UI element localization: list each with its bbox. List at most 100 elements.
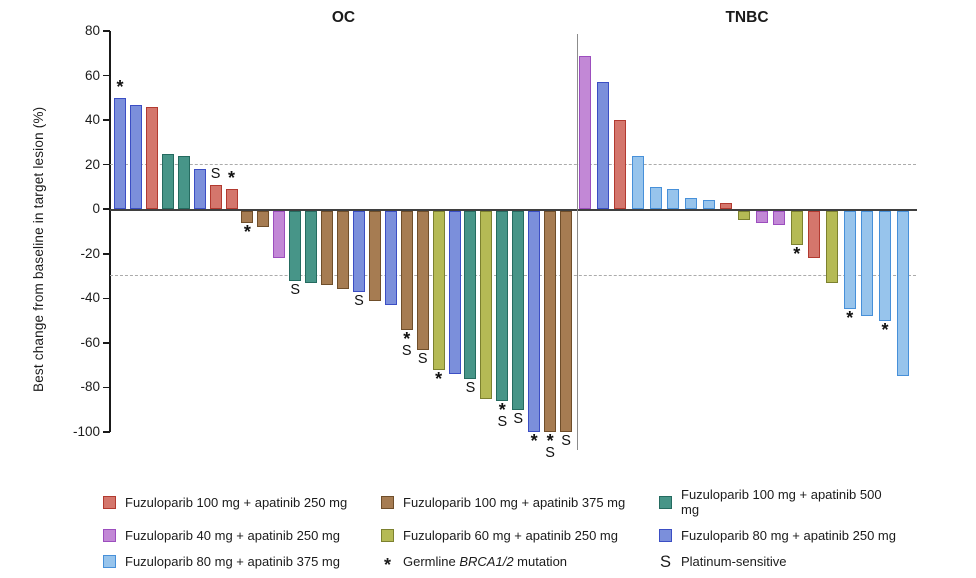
legend-swatch bbox=[381, 495, 394, 509]
legend-swatch bbox=[381, 529, 394, 542]
bar bbox=[614, 120, 627, 210]
bar bbox=[321, 210, 334, 285]
bar-marks: * bbox=[428, 368, 450, 389]
bar bbox=[496, 210, 509, 401]
y-axis-title: Best change from baseline in target lesi… bbox=[31, 106, 46, 392]
bar bbox=[737, 210, 750, 221]
legend-swatch bbox=[103, 555, 116, 568]
bar bbox=[649, 186, 662, 210]
y-axis-tick bbox=[103, 74, 110, 77]
legend-label: Platinum-sensitive bbox=[681, 554, 787, 569]
bar-marks: * bbox=[236, 221, 258, 242]
bar bbox=[416, 210, 429, 350]
legend-label: Fuzuloparib 100 mg + apatinib 375 mg bbox=[403, 494, 626, 510]
bar-marks: S bbox=[348, 292, 370, 309]
legend-item-fuz80_apa375: Fuzuloparib 80 mg + apatinib 375 mg bbox=[103, 554, 381, 569]
bar bbox=[209, 184, 222, 210]
bar bbox=[528, 210, 541, 432]
y-tick-label: -80 bbox=[80, 379, 100, 395]
panel-title-oc: OC bbox=[331, 9, 356, 26]
brca-mutation-mark: * bbox=[498, 399, 506, 420]
bar-marks: S bbox=[284, 281, 306, 298]
platinum-sensitive-mark: S bbox=[465, 379, 476, 396]
bar bbox=[843, 210, 856, 310]
bar bbox=[384, 210, 397, 305]
bar bbox=[560, 210, 573, 432]
y-tick-label: -60 bbox=[80, 334, 100, 350]
bar-marks: * S bbox=[491, 399, 513, 429]
legend-item-platinum-sensitive: S Platinum-sensitive bbox=[659, 552, 903, 571]
y-axis-tick bbox=[103, 208, 110, 210]
y-axis-tick bbox=[103, 431, 110, 433]
bar bbox=[114, 97, 126, 210]
bar bbox=[145, 106, 158, 210]
s-mark: S bbox=[659, 552, 671, 571]
bar bbox=[631, 155, 644, 210]
bar bbox=[368, 210, 381, 301]
platinum-sensitive-mark: S bbox=[417, 350, 428, 367]
platinum-sensitive-mark: S bbox=[513, 410, 524, 427]
panel-separator bbox=[576, 34, 578, 450]
y-tick-label: 60 bbox=[84, 67, 100, 83]
bar bbox=[129, 104, 142, 210]
legend-item-fuz100_apa250: Fuzuloparib 100 mg + apatinib 250 mg bbox=[103, 495, 381, 510]
asterisk-mark: * bbox=[383, 554, 391, 575]
bar bbox=[720, 202, 733, 210]
bar bbox=[579, 55, 591, 210]
bar-marks: * S bbox=[396, 328, 418, 359]
bar bbox=[684, 198, 697, 210]
brca-mutation-mark: * bbox=[243, 221, 251, 242]
platinum-sensitive-mark: S bbox=[290, 281, 301, 298]
bar bbox=[273, 210, 286, 259]
legend-label: Fuzuloparib 60 mg + apatinib 250 mg bbox=[403, 528, 618, 543]
plot-area: 80 60 40 20 0 -20 -40 -60 -80 -100 * S * * S S * S S * S * S S *… bbox=[73, 23, 917, 460]
y-axis-tick bbox=[103, 386, 110, 389]
bar bbox=[161, 153, 174, 210]
bar bbox=[790, 210, 803, 245]
bar bbox=[826, 210, 839, 283]
y-axis-tick bbox=[103, 163, 110, 166]
bar bbox=[225, 189, 238, 210]
bar bbox=[448, 210, 461, 375]
bar bbox=[702, 200, 715, 210]
legend-item-fuz60_apa250: Fuzuloparib 60 mg + apatinib 250 mg bbox=[381, 528, 659, 543]
reference-line bbox=[110, 164, 916, 166]
bar bbox=[512, 210, 525, 410]
bar bbox=[480, 210, 493, 399]
bar bbox=[755, 210, 768, 223]
bar bbox=[177, 155, 190, 210]
brca-mutation-mark: * bbox=[435, 368, 443, 389]
bar-marks: * bbox=[786, 243, 808, 264]
platinum-sensitive-mark: S bbox=[210, 165, 221, 182]
zero-baseline bbox=[110, 209, 917, 211]
bar-marks: S bbox=[412, 350, 434, 367]
legend-swatch bbox=[103, 495, 116, 509]
legend-label: Fuzuloparib 40 mg + apatinib 250 mg bbox=[125, 528, 340, 543]
legend-item-fuz100_apa375: Fuzuloparib 100 mg + apatinib 375 mg bbox=[381, 495, 659, 510]
platinum-sensitive-mark: S bbox=[545, 445, 555, 461]
y-axis-tick bbox=[103, 297, 110, 300]
brca-mutation-mark: * bbox=[846, 308, 854, 329]
legend: Fuzuloparib 100 mg + apatinib 250 mg Fuzu… bbox=[103, 487, 903, 575]
platinum-sensitive-mark: S bbox=[354, 292, 364, 309]
bar bbox=[879, 210, 892, 321]
legend-label: Fuzuloparib 80 mg + apatinib 375 mg bbox=[125, 554, 340, 569]
bar-marks: S bbox=[507, 410, 529, 427]
bar bbox=[400, 210, 413, 330]
bar-marks: S bbox=[205, 165, 227, 182]
y-axis-line bbox=[109, 31, 111, 432]
legend-item-fuz40_apa250: Fuzuloparib 40 mg + apatinib 250 mg bbox=[103, 528, 381, 543]
bar bbox=[289, 210, 302, 281]
y-tick-label: 40 bbox=[84, 112, 100, 128]
y-axis-tick bbox=[103, 342, 110, 344]
brca-mutation-mark: * bbox=[546, 431, 554, 451]
panel-title-tnbc: TNBC bbox=[725, 9, 769, 26]
platinum-sensitive-mark: S bbox=[401, 342, 412, 359]
brca-mutation-mark: * bbox=[403, 328, 411, 349]
brca-mutation-mark: * bbox=[793, 243, 801, 264]
bar-marks: * bbox=[221, 169, 243, 187]
y-tick-label: -20 bbox=[80, 245, 100, 261]
legend-item-brca-mutation: * Germline BRCA1/2 mutation bbox=[381, 554, 659, 575]
bar bbox=[544, 210, 557, 432]
bar-marks: * bbox=[109, 78, 131, 96]
